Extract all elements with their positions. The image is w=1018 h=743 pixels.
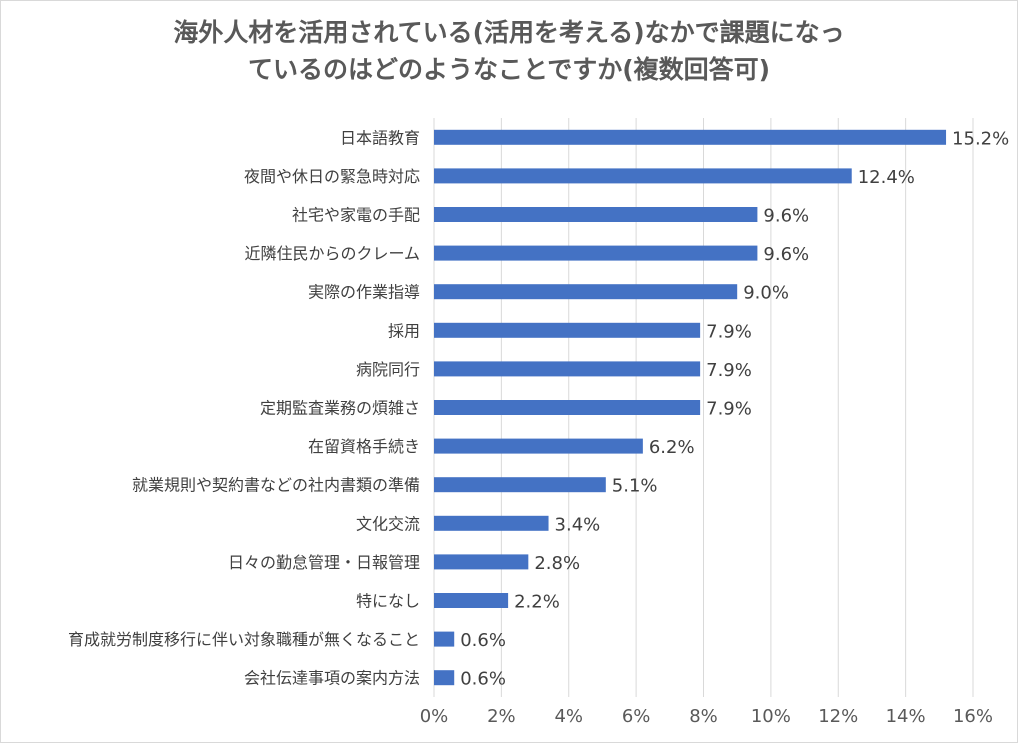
category-label: 日本語教育 (340, 128, 420, 147)
category-label: 病院同行 (356, 360, 420, 379)
value-label: 6.2% (649, 437, 695, 458)
value-labels: 15.2% 12.4% 9.6% 9.6% 9.0% 7.9% 7.9% 7.9% 6.2% 5.… (460, 128, 1009, 689)
category-label: 社宅や家電の手配 (292, 206, 420, 225)
bar (434, 245, 758, 261)
bar (434, 670, 455, 686)
category-label: 会社伝達事項の案内方法 (244, 669, 420, 688)
category-label: 採用 (388, 321, 420, 340)
value-label: 7.9% (706, 321, 752, 342)
value-label: 15.2% (952, 128, 1009, 149)
value-label: 9.0% (743, 283, 789, 304)
value-label: 7.9% (706, 360, 752, 381)
bar (434, 515, 549, 531)
category-label: 実際の作業指導 (308, 283, 420, 302)
bar (434, 129, 947, 145)
value-label: 9.6% (763, 206, 809, 227)
category-label: 就業規則や契約書などの社内書類の準備 (132, 476, 420, 495)
x-tick-label: 2% (487, 706, 516, 727)
bar (434, 631, 455, 647)
bar (434, 284, 738, 300)
bar (434, 477, 606, 493)
bar (434, 168, 852, 184)
value-label: 2.2% (514, 592, 560, 613)
category-label: 育成就労制度移行に伴い対象職種が無くなること (68, 630, 420, 649)
category-labels: 日本語教育夜間や休日の緊急時対応社宅や家電の手配近隣住民からのクレーム実際の作業… (68, 128, 420, 687)
category-label: 在留資格手続き (308, 437, 420, 456)
x-tick-label: 8% (689, 706, 718, 727)
chart-title-line-2: ているのはどのようなことですか(複数回答可) (247, 55, 771, 84)
value-label: 0.6% (460, 669, 506, 690)
bar (434, 438, 643, 454)
bars (434, 129, 947, 686)
category-label: 夜間や休日の緊急時対応 (244, 167, 420, 186)
x-tick-label: 12% (818, 706, 858, 727)
bar (434, 554, 529, 570)
x-tick-label: 6% (622, 706, 651, 727)
category-label: 定期監査業務の煩雑さ (260, 399, 420, 418)
value-label: 9.6% (763, 244, 809, 265)
value-label: 5.1% (612, 476, 658, 497)
chart-title-line-1: 海外人材を活用されている(活用を考える)なかで課題になっ (173, 18, 845, 47)
x-tick-label: 10% (751, 706, 791, 727)
bar (434, 400, 701, 415)
x-tick-label: 4% (554, 706, 583, 727)
category-label: 日々の勤怠管理・日報管理 (228, 553, 420, 572)
category-label: 近隣住民からのクレーム (244, 244, 420, 263)
value-label: 2.8% (534, 553, 580, 574)
x-tick-label: 16% (953, 706, 993, 727)
value-label: 3.4% (555, 514, 601, 535)
bar (434, 207, 758, 222)
x-tick-label: 14% (886, 706, 926, 727)
bar (434, 361, 701, 377)
bar (434, 593, 509, 608)
category-label: 特になし (356, 592, 420, 611)
value-label: 0.6% (460, 630, 506, 651)
chart-title: 海外人材を活用されている(活用を考える)なかで課題になっ ているのはどのようなこ… (0, 14, 1018, 88)
category-label: 文化交流 (356, 514, 420, 533)
value-label: 7.9% (706, 399, 752, 420)
x-tick-labels: 0% 2% 4% 6% 8% 10% 12% 14% 16% (420, 706, 993, 727)
x-tick-label: 0% (420, 706, 449, 727)
bar (434, 322, 701, 338)
value-label: 12.4% (858, 167, 915, 188)
